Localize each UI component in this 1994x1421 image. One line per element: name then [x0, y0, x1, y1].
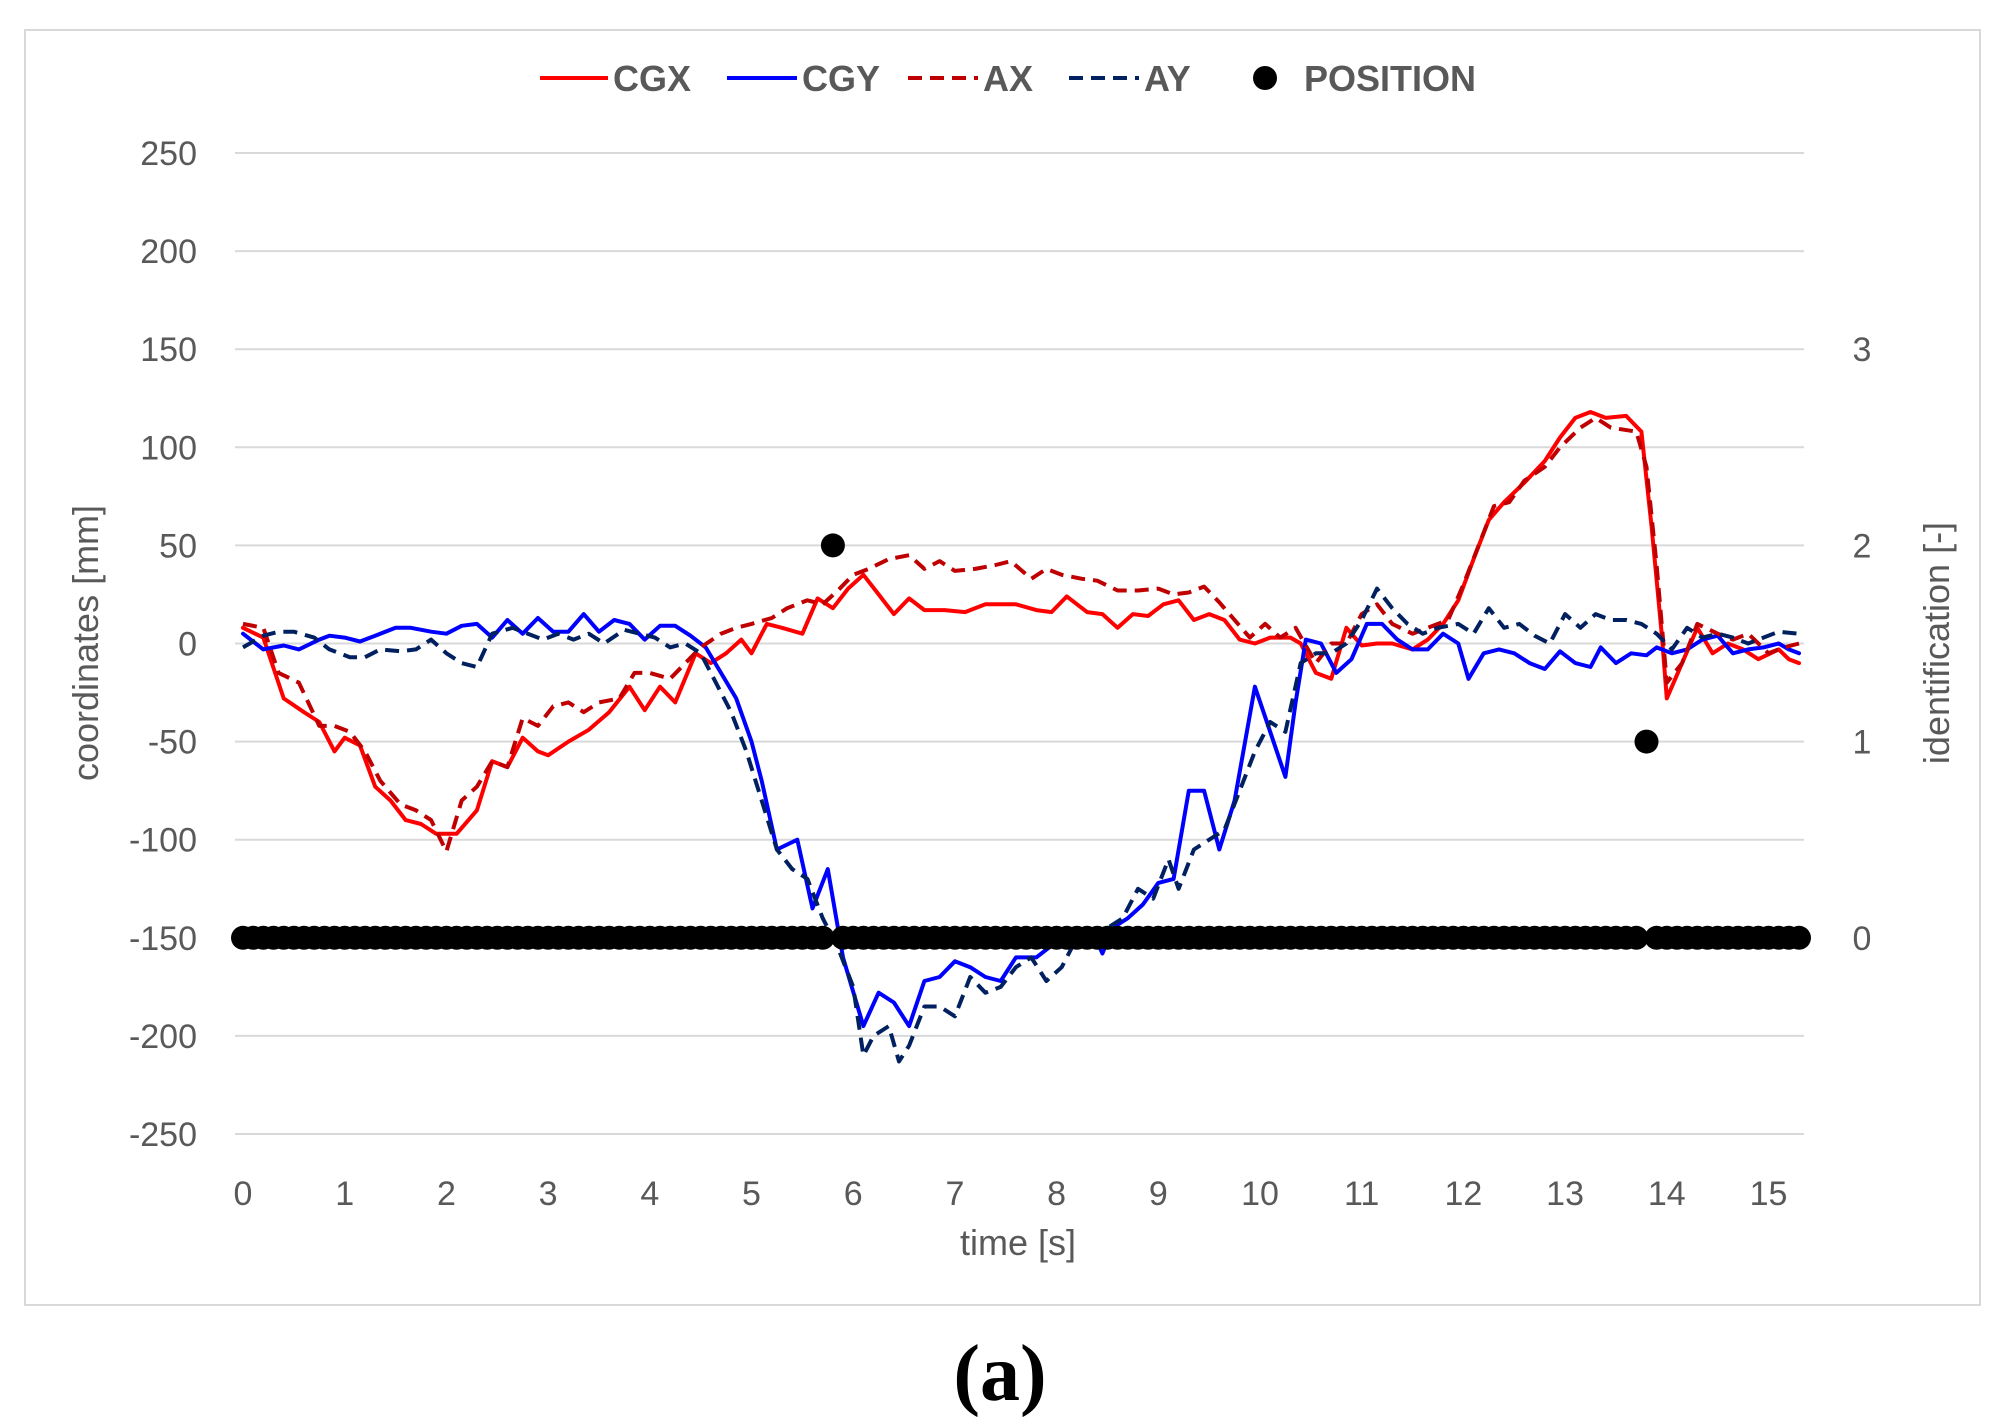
y-tick-label: -100 [129, 822, 197, 860]
y-tick-label: 200 [140, 233, 197, 271]
position-marker [1634, 729, 1659, 754]
x-tick-label: 13 [1546, 1175, 1584, 1213]
y-tick-label: -200 [129, 1018, 197, 1056]
y-tick-label: 50 [159, 527, 197, 565]
x-tick-label: 2 [437, 1175, 456, 1213]
legend-marker-position [1253, 66, 1277, 90]
legend-label-ax: AX [983, 58, 1033, 99]
x-tick-label: 15 [1750, 1175, 1788, 1213]
y2-tick-label: 0 [1853, 920, 1872, 958]
position-marker [810, 925, 835, 950]
y2-tick-label: 2 [1853, 527, 1872, 565]
figure-caption: (a) [953, 1330, 1046, 1418]
x-tick-label: 9 [1149, 1175, 1168, 1213]
x-tick-label: 7 [945, 1175, 964, 1213]
legend: CGX CGY AX AY POSITION [540, 58, 1476, 99]
x-axis-title: time [s] [960, 1222, 1076, 1263]
position-marker [820, 533, 845, 558]
y2-tick-label: 3 [1853, 331, 1872, 369]
y2-axis-title: identification [-] [1916, 522, 1957, 764]
series-line-ay [242, 586, 1800, 1064]
y-tick-label: -150 [129, 920, 197, 958]
x-tick-label: 1 [335, 1175, 354, 1213]
position-marker [1787, 925, 1811, 950]
y-tick-label: 100 [140, 429, 197, 467]
series-line-ax [242, 415, 1800, 854]
legend-label-ay: AY [1144, 58, 1191, 99]
y-tick-label: -250 [129, 1116, 197, 1154]
x-tick-label: 4 [640, 1175, 659, 1213]
x-tick-label: 3 [539, 1175, 558, 1213]
position-markers [231, 533, 1811, 950]
x-tick-label: 0 [234, 1175, 253, 1213]
chart-frame [24, 29, 1981, 1306]
x-tick-label: 14 [1648, 1175, 1686, 1213]
y-axis-title: coordinates [mm] [65, 505, 106, 781]
y-tick-label: -50 [148, 724, 197, 762]
x-tick-label: 10 [1241, 1175, 1279, 1213]
x-tick-label: 8 [1047, 1175, 1066, 1213]
y2-tick-label: 1 [1853, 724, 1872, 762]
legend-label-cgy: CGY [802, 58, 880, 99]
x-tick-label: 12 [1444, 1175, 1482, 1213]
legend-label-cgx: CGX [613, 58, 691, 99]
position-marker [1624, 925, 1649, 950]
y-tick-label: 250 [140, 135, 197, 173]
y-tick-label: 0 [178, 626, 197, 664]
x-tick-label: 11 [1344, 1175, 1379, 1213]
x-tick-label: 5 [742, 1175, 761, 1213]
x-tick-label: 6 [844, 1175, 863, 1213]
y-tick-label: 150 [140, 331, 197, 369]
legend-label-position: POSITION [1304, 58, 1476, 99]
